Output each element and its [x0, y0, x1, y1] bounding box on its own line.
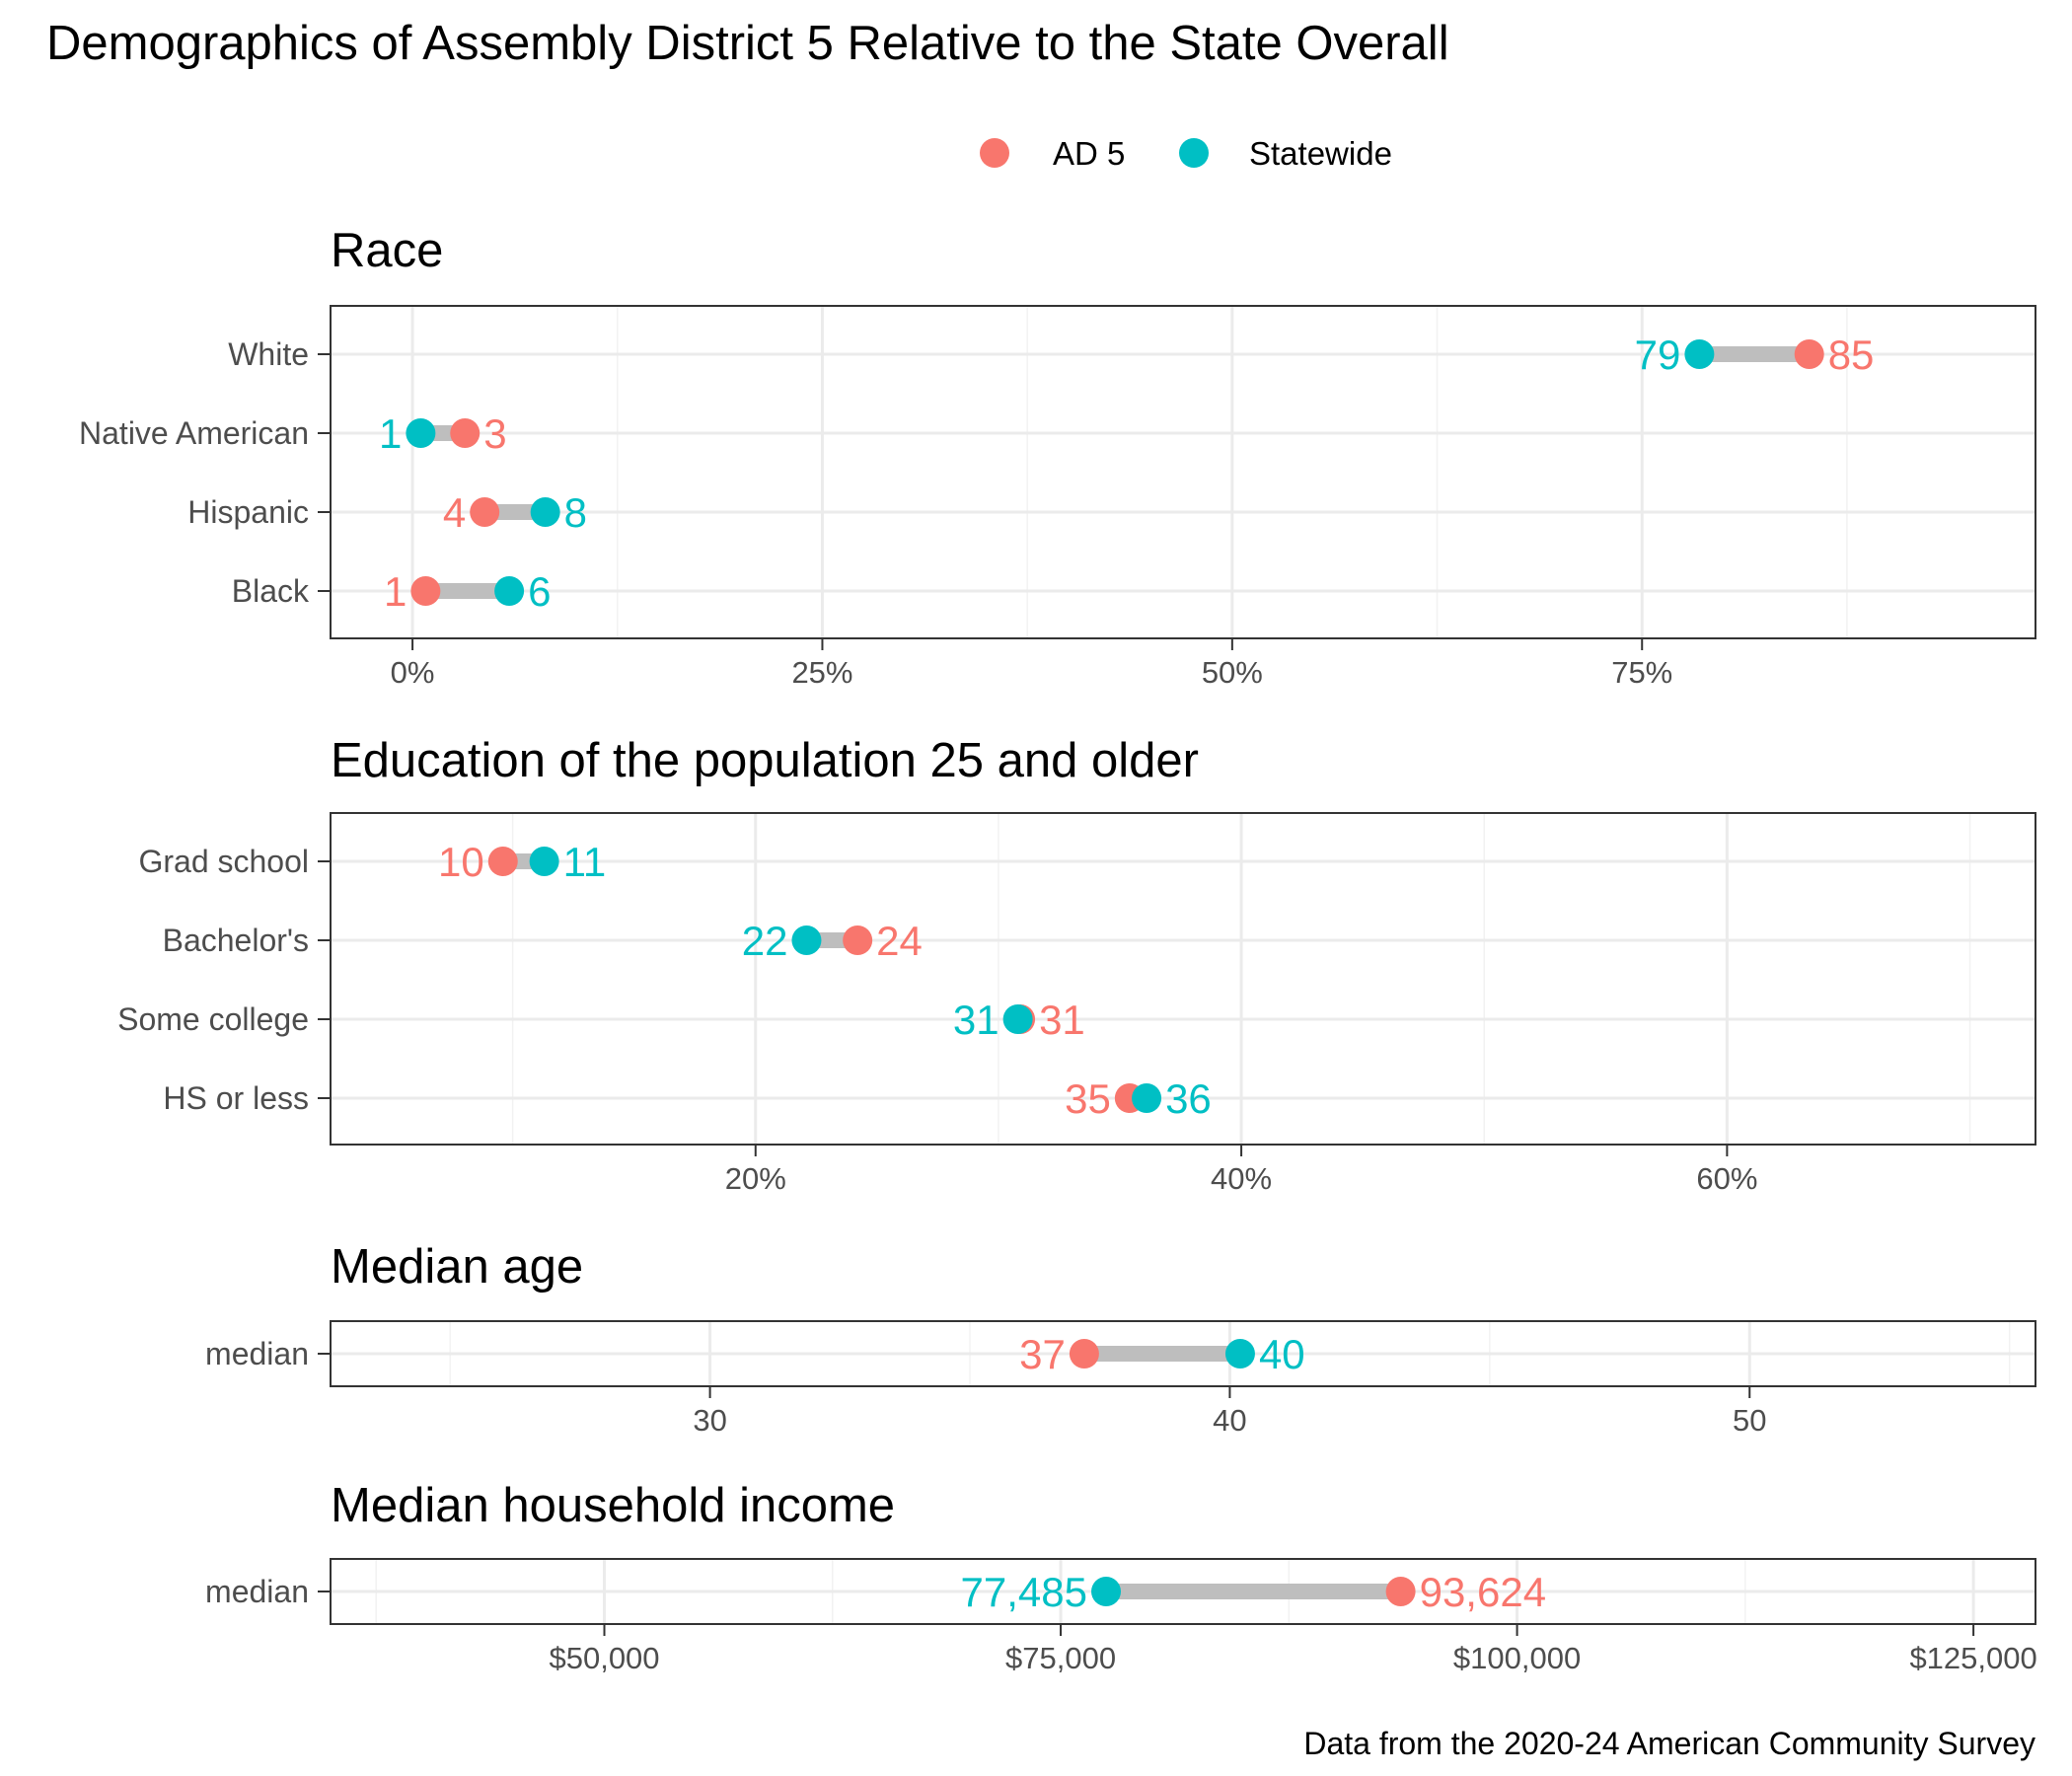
median-household-income-x-tick-label: $100,000 — [1453, 1641, 1581, 1675]
legend-key-statewide — [1179, 138, 1209, 168]
race-point-statewide-white — [1684, 339, 1715, 369]
education-of-the-population-25-and-older-point-ad-5-bachelor-s — [843, 925, 873, 955]
education-of-the-population-25-and-older-panel-title: Education of the population 25 and older — [331, 734, 1199, 787]
race-panel-border — [330, 305, 2036, 639]
median-household-income-panel-border — [330, 1558, 2036, 1625]
median-age-value-label-ad-5-median: 37 — [1019, 1331, 1066, 1377]
median-age-point-statewide-median — [1224, 1339, 1255, 1369]
chart-title: Demographics of Assembly District 5 Rela… — [46, 17, 1449, 70]
race-point-ad-5-black — [410, 576, 441, 606]
race-point-statewide-black — [494, 576, 525, 606]
race-value-label-ad-5-white: 85 — [1828, 332, 1875, 378]
education-of-the-population-25-and-older-category-label-grad-school: Grad school — [138, 844, 309, 879]
median-age-x-tick-label: 50 — [1733, 1403, 1766, 1438]
race-value-label-statewide-native-american: 1 — [379, 410, 402, 457]
race-category-label-hispanic: Hispanic — [187, 494, 309, 530]
education-of-the-population-25-and-older-category-label-some-college: Some college — [117, 1001, 309, 1037]
median-household-income-point-statewide-median — [1091, 1577, 1122, 1606]
education-of-the-population-25-and-older-panel-background — [331, 813, 2035, 1145]
median-household-income-panel-title: Median household income — [331, 1479, 895, 1532]
legend-label-statewide: Statewide — [1249, 135, 1392, 172]
education-of-the-population-25-and-older-value-label-ad-5-hs-or-less: 35 — [1065, 1075, 1111, 1122]
education-of-the-population-25-and-older-x-tick-label: 40% — [1211, 1161, 1272, 1196]
race-x-tick-label: 50% — [1202, 655, 1263, 690]
median-household-income-point-ad-5-median — [1385, 1577, 1416, 1606]
median-household-income-x-tick-label: $125,000 — [1909, 1641, 2036, 1675]
race-x-tick-label: 25% — [791, 655, 852, 690]
education-of-the-population-25-and-older-value-label-ad-5-bachelor-s: 24 — [876, 918, 923, 964]
median-age-x-tick-label: 40 — [1213, 1403, 1246, 1438]
legend-key-ad5 — [980, 138, 1009, 168]
legend: AD 5 Statewide — [980, 135, 1392, 172]
education-of-the-population-25-and-older-point-ad-5-grad-school — [487, 847, 518, 876]
race-point-statewide-native-american — [406, 418, 436, 448]
median-household-income-value-label-statewide-median: 77,485 — [961, 1569, 1087, 1615]
race-category-label-black: Black — [232, 573, 310, 609]
education-of-the-population-25-and-older-value-label-ad-5-some-college: 31 — [1039, 997, 1085, 1043]
race-point-statewide-hispanic — [530, 497, 560, 527]
median-household-income-value-label-ad-5-median: 93,624 — [1420, 1569, 1546, 1615]
education-of-the-population-25-and-older-x-tick-label: 60% — [1696, 1161, 1757, 1196]
race-value-label-ad-5-native-american: 3 — [483, 410, 506, 457]
chart-caption: Data from the 2020-24 American Community… — [1303, 1726, 2035, 1761]
race-x-tick-label: 0% — [391, 655, 435, 690]
median-age-x-tick-label: 30 — [693, 1403, 726, 1438]
median-household-income-category-label-median: median — [205, 1574, 309, 1609]
median-age-value-label-statewide-median: 40 — [1259, 1331, 1305, 1377]
median-age-point-ad-5-median — [1069, 1339, 1099, 1369]
education-of-the-population-25-and-older-point-statewide-hs-or-less — [1132, 1083, 1162, 1113]
median-age-category-label-median: median — [205, 1336, 309, 1371]
race-point-ad-5-hispanic — [470, 497, 500, 527]
education-of-the-population-25-and-older-value-label-statewide-grad-school: 11 — [563, 839, 607, 885]
education-of-the-population-25-and-older-value-label-ad-5-grad-school: 10 — [438, 839, 484, 885]
race-value-label-ad-5-black: 1 — [384, 568, 407, 615]
education-of-the-population-25-and-older-value-label-statewide-some-college: 31 — [953, 997, 999, 1043]
race-category-label-native-american: Native American — [79, 415, 309, 451]
education-of-the-population-25-and-older-point-statewide-bachelor-s — [791, 925, 822, 955]
education-of-the-population-25-and-older-point-statewide-some-college — [1002, 1004, 1033, 1034]
race-point-ad-5-native-american — [450, 418, 481, 448]
race-panel-title: Race — [331, 224, 443, 277]
education-of-the-population-25-and-older-panel-border — [330, 812, 2036, 1146]
race-value-label-statewide-hispanic: 8 — [564, 489, 587, 536]
race-x-tick-label: 75% — [1611, 655, 1672, 690]
race-value-label-statewide-black: 6 — [528, 568, 551, 615]
race-value-label-ad-5-hispanic: 4 — [443, 489, 466, 536]
median-household-income-x-tick-label: $50,000 — [549, 1641, 659, 1675]
median-age-panel-border — [330, 1320, 2036, 1387]
education-of-the-population-25-and-older-value-label-statewide-hs-or-less: 36 — [1165, 1075, 1212, 1122]
legend-label-ad5: AD 5 — [1053, 135, 1125, 172]
median-household-income-x-tick-label: $75,000 — [1005, 1641, 1116, 1675]
education-of-the-population-25-and-older-point-statewide-grad-school — [529, 847, 559, 876]
race-point-ad-5-white — [1794, 339, 1824, 369]
education-of-the-population-25-and-older-category-label-bachelor-s: Bachelor's — [163, 923, 309, 958]
race-category-label-white: White — [228, 336, 309, 372]
race-value-label-statewide-white: 79 — [1635, 332, 1681, 378]
education-of-the-population-25-and-older-category-label-hs-or-less: HS or less — [163, 1080, 309, 1116]
education-of-the-population-25-and-older-value-label-statewide-bachelor-s: 22 — [742, 918, 788, 964]
education-of-the-population-25-and-older-x-tick-label: 20% — [725, 1161, 786, 1196]
median-age-panel-title: Median age — [331, 1240, 583, 1294]
